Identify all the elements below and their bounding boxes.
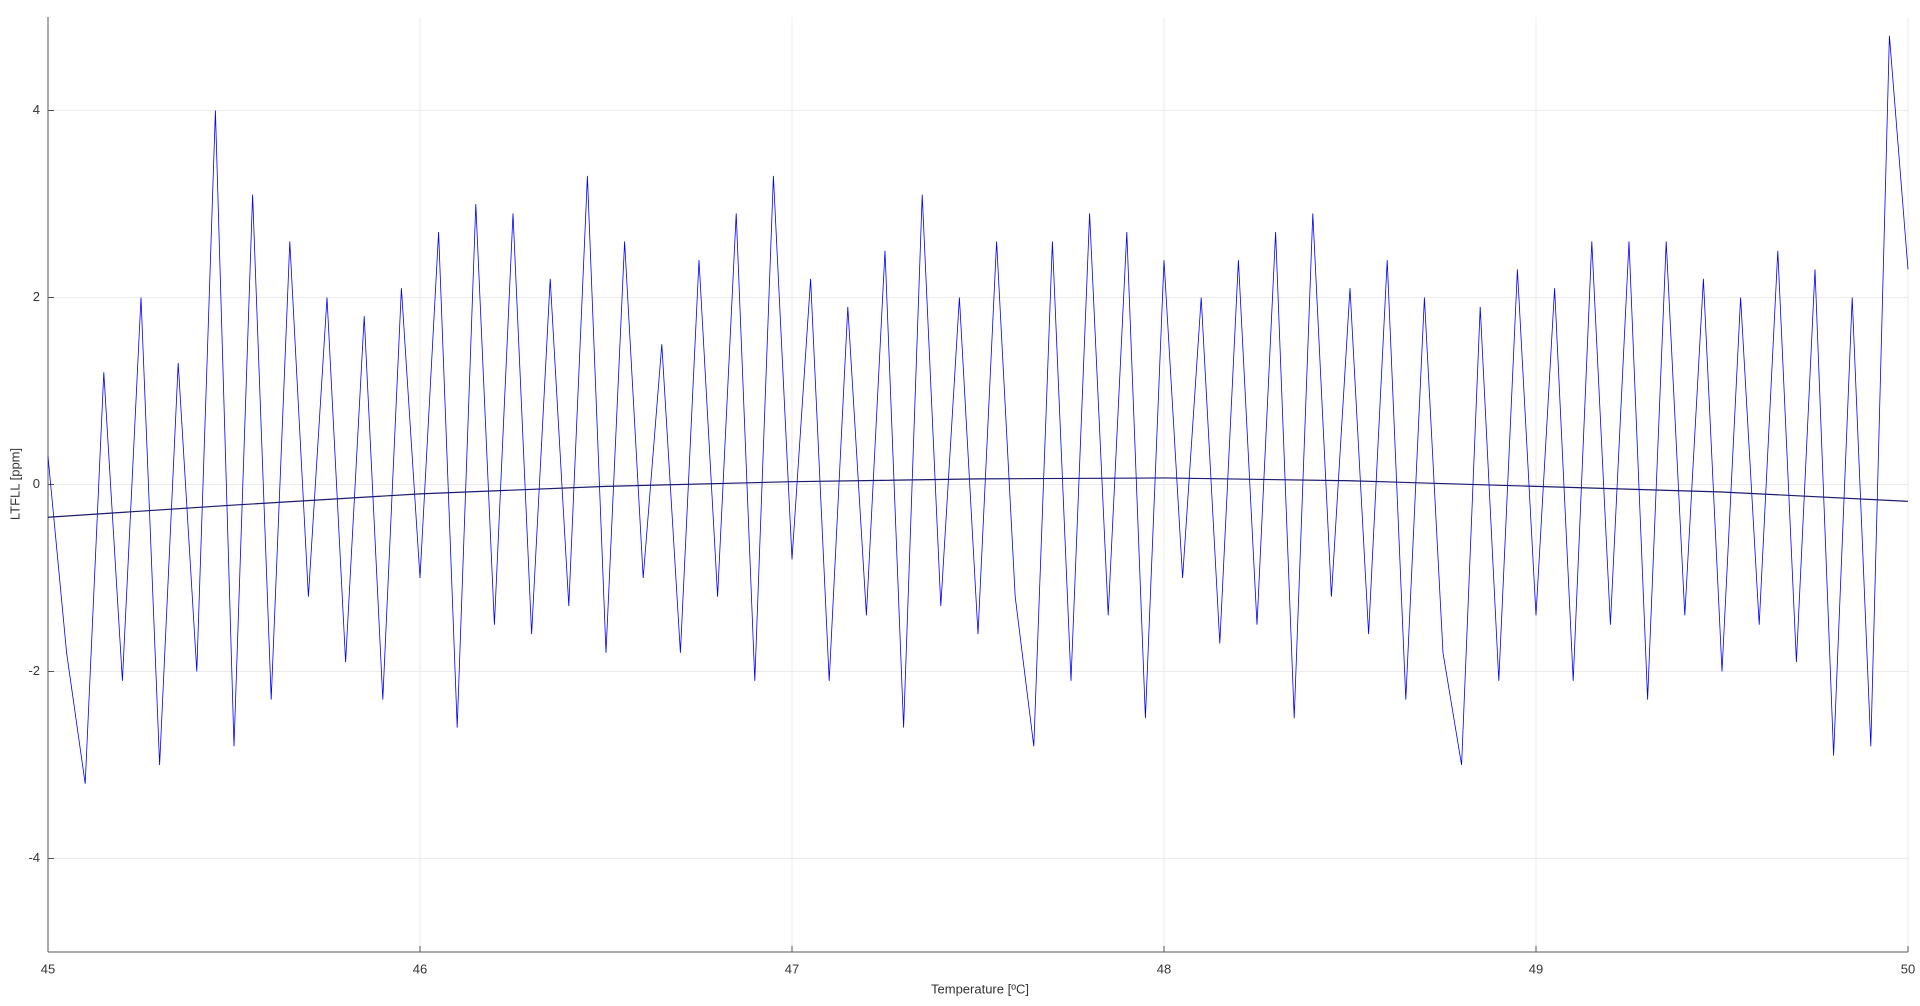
x-tick-label: 50: [1901, 961, 1915, 976]
y-tick-label: 4: [33, 102, 40, 117]
y-tick-label: -2: [28, 663, 40, 678]
x-tick-label: 49: [1529, 961, 1543, 976]
x-tick-label: 47: [785, 961, 799, 976]
x-axis-label: Temperature [ºC]: [931, 981, 1029, 996]
x-tick-label: 46: [413, 961, 427, 976]
data-line: [47, 477, 1909, 518]
data-line: [47, 35, 1909, 784]
x-tick-label: 45: [41, 961, 55, 976]
y-axis-label: LTFLL [ppm]: [7, 448, 22, 520]
x-tick-label: 48: [1157, 961, 1171, 976]
y-tick-label: -4: [28, 850, 40, 865]
y-tick-label: 2: [33, 289, 40, 304]
y-tick-label: 0: [33, 476, 40, 491]
